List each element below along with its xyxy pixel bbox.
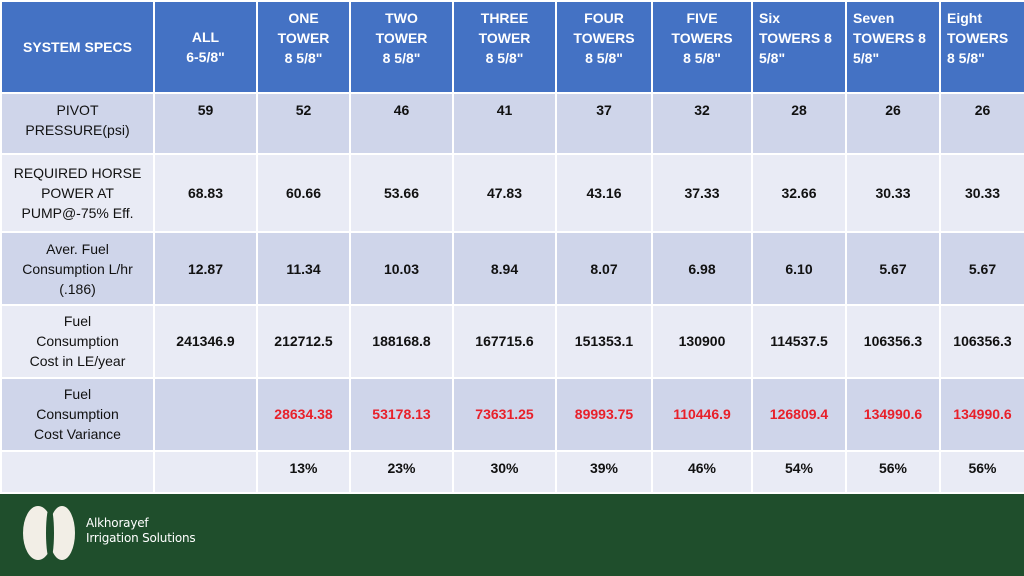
table-cell <box>153 376 258 452</box>
row-label: PIVOT PRESSURE(psi) <box>0 92 155 155</box>
row-label <box>0 449 155 495</box>
table-cell: 110446.9 <box>651 376 753 452</box>
table-cell: 46% <box>651 449 753 495</box>
table-cell: 30.33 <box>845 152 941 234</box>
table-cell: 26 <box>939 92 1024 155</box>
table-cell: 8.07 <box>555 231 653 307</box>
table-row-fuel-consumption-cost-variance: Fuel Consumption Cost Variance 28634.38 53… <box>0 376 1024 452</box>
header-eight-towers: Eight TOWERS 8 5/8" <box>939 0 1024 94</box>
table-cell: 68.83 <box>153 152 258 234</box>
company-name-line2: Irrigation Solutions <box>86 531 196 545</box>
table-cell: 106356.3 <box>845 304 941 379</box>
table-cell: 241346.9 <box>153 304 258 379</box>
table-cell: 130900 <box>651 304 753 379</box>
table-cell: 134990.6 <box>845 376 941 452</box>
table-cell: 5.67 <box>939 231 1024 307</box>
table-cell <box>153 449 258 495</box>
table-cell: 10.03 <box>349 231 454 307</box>
table-cell: 47.83 <box>452 152 557 234</box>
header-seven-towers: Seven TOWERS 8 5/8" <box>845 0 941 94</box>
table-cell: 126809.4 <box>751 376 847 452</box>
table-cell: 6.10 <box>751 231 847 307</box>
table-cell: 8.94 <box>452 231 557 307</box>
row-label: Fuel Consumption Cost in LE/year <box>0 304 155 379</box>
table-cell: 12.87 <box>153 231 258 307</box>
table-cell: 39% <box>555 449 653 495</box>
header-five-towers: FIVE TOWERS 8 5/8" <box>651 0 753 94</box>
company-logo-icon <box>23 506 75 560</box>
table-cell: 30.33 <box>939 152 1024 234</box>
table-cell: 32 <box>651 92 753 155</box>
company-name: Alkhorayef Irrigation Solutions <box>86 516 196 546</box>
table-cell: 37.33 <box>651 152 753 234</box>
table-cell: 151353.1 <box>555 304 653 379</box>
header-four-towers: FOUR TOWERS 8 5/8" <box>555 0 653 94</box>
table-cell: 52 <box>256 92 351 155</box>
table-cell: 89993.75 <box>555 376 653 452</box>
table-cell: 13% <box>256 449 351 495</box>
table-cell: 56% <box>939 449 1024 495</box>
header-one-tower: ONE TOWER 8 5/8" <box>256 0 351 94</box>
table-cell: 28634.38 <box>256 376 351 452</box>
row-label: Fuel Consumption Cost Variance <box>0 376 155 452</box>
header-system-specs: SYSTEM SPECS <box>0 0 155 94</box>
table-cell: 54% <box>751 449 847 495</box>
table-row-required-horse-power: REQUIRED HORSE POWER AT PUMP@-75% Eff. 68… <box>0 152 1024 234</box>
table-cell: 30% <box>452 449 557 495</box>
system-specs-table: SYSTEM SPECS ALL 6-5/8" ONE TOWER 8 5/8"… <box>0 0 1024 495</box>
table-cell: 46 <box>349 92 454 155</box>
table-cell: 212712.5 <box>256 304 351 379</box>
header-three-tower: THREE TOWER 8 5/8" <box>452 0 557 94</box>
table-cell: 53.66 <box>349 152 454 234</box>
table-cell: 56% <box>845 449 941 495</box>
table-cell: 37 <box>555 92 653 155</box>
table-cell: 41 <box>452 92 557 155</box>
table-row-fuel-consumption-cost: Fuel Consumption Cost in LE/year 241346.9… <box>0 304 1024 379</box>
row-label: REQUIRED HORSE POWER AT PUMP@-75% Eff. <box>0 152 155 234</box>
table-cell: 43.16 <box>555 152 653 234</box>
table-cell: 134990.6 <box>939 376 1024 452</box>
table-row-aver-fuel-consumption: Aver. Fuel Consumption L/hr (.186) 12.87 1… <box>0 231 1024 307</box>
table-cell: 26 <box>845 92 941 155</box>
header-row: SYSTEM SPECS ALL 6-5/8" ONE TOWER 8 5/8"… <box>0 0 1024 94</box>
table-row-pivot-pressure: PIVOT PRESSURE(psi) 59 52 46 41 37 32 28 26 26 <box>0 92 1024 155</box>
table-cell: 23% <box>349 449 454 495</box>
table-cell: 114537.5 <box>751 304 847 379</box>
table-cell: 60.66 <box>256 152 351 234</box>
table-cell: 6.98 <box>651 231 753 307</box>
table-cell: 53178.13 <box>349 376 454 452</box>
row-label: Aver. Fuel Consumption L/hr (.186) <box>0 231 155 307</box>
table-cell: 106356.3 <box>939 304 1024 379</box>
table-cell: 73631.25 <box>452 376 557 452</box>
table-cell: 32.66 <box>751 152 847 234</box>
table-cell: 28 <box>751 92 847 155</box>
table-cell: 188168.8 <box>349 304 454 379</box>
table-cell: 59 <box>153 92 258 155</box>
footer-bar: Alkhorayef Irrigation Solutions <box>0 494 1024 576</box>
table-row-variance-percent: 13% 23% 30% 39% 46% 54% 56% 56% <box>0 449 1024 495</box>
header-six-towers: Six TOWERS 8 5/8" <box>751 0 847 94</box>
table-cell: 5.67 <box>845 231 941 307</box>
table-cell: 167715.6 <box>452 304 557 379</box>
header-two-tower: TWO TOWER 8 5/8" <box>349 0 454 94</box>
company-name-line1: Alkhorayef <box>86 516 149 530</box>
table-cell: 11.34 <box>256 231 351 307</box>
header-all: ALL 6-5/8" <box>153 0 258 94</box>
